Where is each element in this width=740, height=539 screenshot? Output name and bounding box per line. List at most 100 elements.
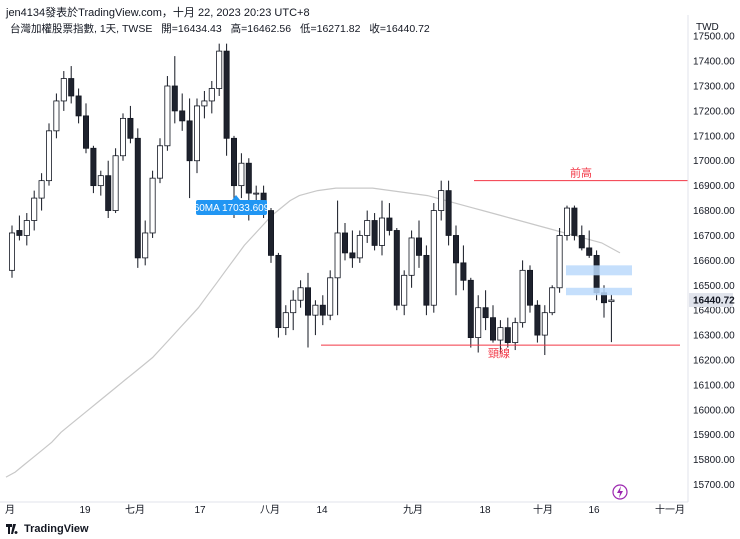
- price-tick-label: 16500.00: [693, 281, 735, 292]
- candle-down: [504, 327, 511, 343]
- candle-down: [230, 137, 237, 187]
- candle-up: [608, 299, 615, 303]
- lightning-bolt-icon: [617, 486, 623, 498]
- candle-down: [245, 162, 252, 194]
- candle-down: [586, 247, 593, 256]
- price-tick-label: 16700.00: [693, 231, 735, 242]
- candle-up: [401, 274, 408, 306]
- candle-up: [120, 117, 127, 157]
- candle-up: [238, 162, 245, 187]
- price-tick-label: 17500.00: [693, 32, 735, 43]
- candle-down: [223, 50, 230, 139]
- time-tick-label: 19: [79, 505, 91, 516]
- candle-up: [253, 192, 260, 195]
- last-price-box: [689, 293, 733, 308]
- candle-up: [364, 220, 371, 236]
- tradingview-logo-icon: [6, 524, 20, 534]
- candle-down: [534, 304, 541, 336]
- candle-up: [549, 287, 556, 314]
- symbol-legend: 台灣加權股票指數, 1天, TWSE 開=16434.43 高=16462.56…: [10, 21, 436, 36]
- time-tick-label: 十一月: [655, 503, 685, 516]
- ohlc-low: 低=16271.82: [299, 23, 361, 35]
- footer-brand: TradingView: [24, 523, 89, 535]
- candle-up: [208, 88, 215, 102]
- candle-down: [16, 230, 23, 236]
- price-tick-label: 15700.00: [693, 480, 735, 491]
- candle-down: [341, 232, 348, 254]
- ohlc-open: 開=16434.43: [161, 23, 222, 35]
- candle-down: [386, 217, 393, 231]
- candle-down: [171, 85, 178, 112]
- candle-down: [267, 210, 274, 256]
- resistance-label: 前高: [570, 166, 592, 180]
- candle-up: [193, 105, 200, 162]
- price-tick-label: 15800.00: [693, 455, 735, 466]
- candle-up: [46, 130, 53, 182]
- candle-down: [83, 115, 90, 149]
- candle-up: [430, 210, 437, 306]
- time-tick-label: 八月: [260, 504, 280, 516]
- candle-up: [556, 235, 563, 289]
- candle-down: [371, 220, 378, 246]
- price-tick-label: 17300.00: [693, 81, 735, 92]
- last-price-label: 16440.72: [693, 296, 735, 307]
- price-tick-label: 16300.00: [693, 331, 735, 342]
- candle-up: [408, 237, 415, 276]
- candle-down: [571, 207, 578, 236]
- price-tick-label: 16600.00: [693, 256, 735, 267]
- ma-label-pointer: [232, 195, 240, 200]
- candle-up: [31, 197, 38, 221]
- price-tick-label: 16200.00: [693, 356, 735, 367]
- chart-attribution: jen4134發表於TradingView.com，十月 22, 2023 20…: [6, 7, 310, 19]
- candle-up: [334, 232, 341, 279]
- candle-up: [378, 217, 385, 246]
- candle-up: [164, 85, 171, 147]
- candle-up: [541, 312, 548, 336]
- candle-down: [105, 175, 112, 211]
- candle-down: [349, 252, 356, 259]
- candle-up: [475, 307, 482, 338]
- price-tick-label: 16000.00: [693, 405, 735, 416]
- candle-up: [327, 277, 334, 316]
- price-tick-label: 15900.00: [693, 430, 735, 441]
- time-tick-label: 月: [5, 504, 15, 516]
- candle-up: [149, 177, 156, 234]
- ma60-line: [5, 187, 621, 478]
- price-tick-label: 16100.00: [693, 380, 735, 391]
- candle-down: [445, 190, 452, 236]
- candle-down: [482, 307, 489, 319]
- candle-up: [438, 190, 445, 211]
- candle-down: [90, 147, 97, 187]
- candle-down: [186, 120, 193, 162]
- candle-up: [564, 207, 571, 236]
- candle-up: [112, 155, 119, 211]
- price-tick-label: 16400.00: [693, 306, 735, 317]
- time-tick-label: 九月: [403, 504, 423, 516]
- candle-down: [460, 262, 467, 281]
- candle-down: [134, 137, 141, 259]
- candle-up: [156, 145, 163, 179]
- candle-down: [415, 237, 422, 256]
- candle-down: [319, 304, 326, 316]
- ohlc-close: 收=16440.72: [369, 23, 430, 35]
- price-tick-label: 17000.00: [693, 156, 735, 167]
- candle-up: [297, 287, 304, 301]
- candle-down: [489, 317, 496, 341]
- candle-up: [312, 304, 319, 316]
- candle-up: [282, 312, 289, 329]
- price-tick-label: 16800.00: [693, 206, 735, 217]
- candle-up: [8, 232, 15, 271]
- candle-up: [512, 322, 519, 343]
- candle-up: [216, 50, 223, 89]
- candle-up: [97, 175, 104, 187]
- price-tick-label: 16900.00: [693, 181, 735, 192]
- time-tick-label: 18: [479, 505, 491, 516]
- symbol-title: 台灣加權股票指數, 1天, TWSE: [10, 23, 153, 35]
- candle-up: [356, 235, 363, 259]
- candle-up: [23, 220, 30, 236]
- price-tick-label: 17100.00: [693, 131, 735, 142]
- candle-up: [519, 269, 526, 324]
- candle-up: [142, 232, 149, 259]
- ohlc-high: 高=16462.56: [230, 23, 292, 35]
